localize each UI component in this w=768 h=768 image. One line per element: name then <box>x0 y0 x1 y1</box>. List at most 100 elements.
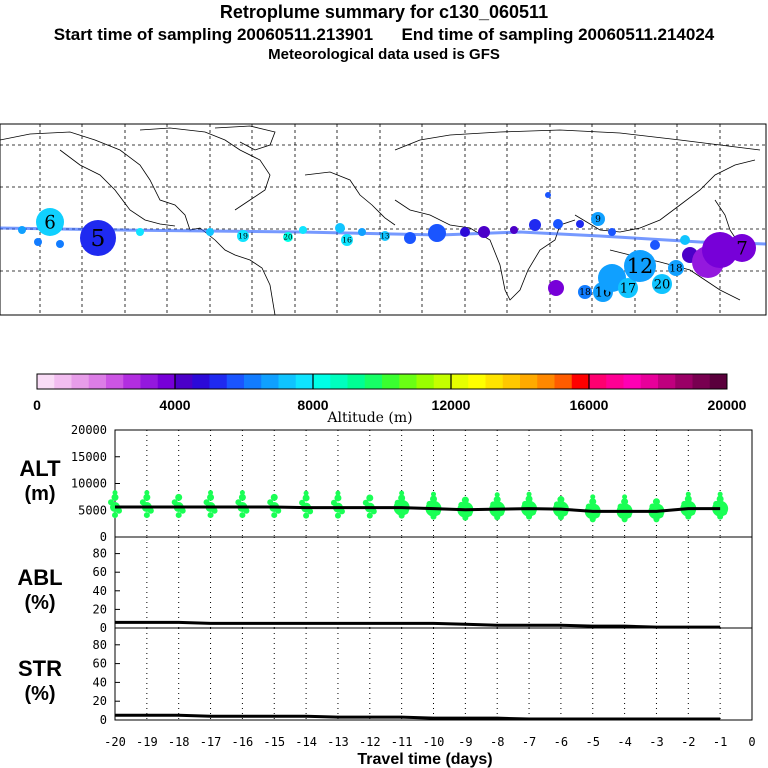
colorbar-cell <box>520 374 538 389</box>
x-tick-label: -3 <box>649 735 663 749</box>
alt-scatter-point <box>362 499 369 506</box>
plume-marker <box>529 219 541 231</box>
alt-scatter-point <box>557 514 564 521</box>
panel-ylabel: ABL <box>17 565 62 590</box>
alt-scatter-point <box>111 493 119 501</box>
alt-scatter-point <box>621 498 629 506</box>
alt-scatter-point <box>493 496 501 504</box>
sampling-times: Start time of sampling 20060511.213901 E… <box>53 25 715 44</box>
x-tick-label: -15 <box>263 735 285 749</box>
plume-marker-label: 16 <box>342 236 352 245</box>
x-tick-label: -4 <box>617 735 631 749</box>
alt-scatter-point <box>657 512 664 519</box>
plume-marker <box>545 192 551 198</box>
alt-scatter-point <box>402 508 409 515</box>
x-tick-label: -18 <box>168 735 190 749</box>
alt-scatter-point <box>147 507 154 514</box>
plume-marker <box>650 240 660 250</box>
alt-scatter-point <box>553 501 560 508</box>
colorbar-tick-label: 8000 <box>297 397 328 413</box>
alt-scatter-point <box>526 513 533 520</box>
alt-scatter-point <box>139 499 146 506</box>
y-tick-label: 20000 <box>71 423 107 437</box>
colorbar-cell <box>675 374 693 389</box>
alt-scatter-point <box>684 495 692 503</box>
panel-yunit: (%) <box>24 592 55 614</box>
alt-scatter-point <box>270 493 278 501</box>
colorbar-cell <box>313 374 331 389</box>
y-tick-label: 80 <box>93 638 107 652</box>
chart-title: Retroplume summary for c130_060511 <box>219 2 549 22</box>
alt-scatter-point <box>717 491 723 497</box>
colorbar-cell <box>623 374 642 389</box>
colorbar-cell <box>278 374 297 389</box>
colorbar-cell <box>209 374 228 389</box>
x-tick-label: -12 <box>359 735 381 749</box>
plume-marker <box>80 220 116 256</box>
alt-scatter-point <box>271 512 278 519</box>
alt-scatter-point <box>585 503 592 510</box>
plume-marker <box>18 226 26 234</box>
colorbar-cell <box>382 374 400 389</box>
colorbar-tick-label: 20000 <box>708 397 747 413</box>
alt-scatter-point <box>525 495 533 503</box>
alt-scatter-point <box>330 499 337 506</box>
colorbar-cell <box>692 374 711 389</box>
colorbar-cell <box>658 374 676 389</box>
colorbar-cell <box>364 374 383 389</box>
plume-marker-label: 6 <box>44 212 56 233</box>
alt-scatter-point <box>303 512 310 519</box>
colorbar-cell <box>261 374 279 389</box>
alt-scatter-point <box>430 513 437 520</box>
plume-marker <box>136 228 144 236</box>
alt-scatter-point <box>239 490 245 496</box>
colorbar-cell <box>71 374 90 389</box>
plume-marker <box>341 234 353 246</box>
y-tick-label: 40 <box>93 584 107 598</box>
colorbar-cell <box>140 374 159 389</box>
plume-marker <box>624 250 656 282</box>
alt-scatter-point <box>243 507 250 514</box>
alt-scatter-point <box>394 499 401 506</box>
alt-scatter-point <box>175 512 182 519</box>
plume-marker <box>668 260 684 276</box>
met-data-line: Meteorological data used is GFS <box>268 46 500 63</box>
alt-scatter-point <box>334 512 341 519</box>
x-tick-label: -8 <box>490 735 504 749</box>
colorbar-cell <box>123 374 141 389</box>
x-tick-label: -2 <box>681 735 695 749</box>
plume-marker <box>578 285 592 299</box>
plume-marker <box>478 226 490 238</box>
alt-scatter-point <box>721 509 728 516</box>
plume-marker <box>358 228 366 236</box>
x-tick-label: -17 <box>200 735 222 749</box>
alt-scatter-point <box>267 499 274 506</box>
alt-scatter-point <box>143 512 150 519</box>
plume-marker <box>380 231 390 241</box>
colorbar-label: Altitude (m) <box>326 410 412 426</box>
panel-ylabel: ALT <box>19 456 61 481</box>
y-tick-label: 20 <box>93 602 107 616</box>
alt-scatter-point <box>307 508 314 515</box>
colorbar-tick-label: 0 <box>33 397 41 413</box>
plume-marker <box>237 230 249 242</box>
alt-scatter-point <box>207 493 215 501</box>
series-line-str <box>115 713 721 721</box>
colorbar-cell <box>175 374 193 389</box>
alt-scatter-point <box>622 494 628 500</box>
alt-scatter-point <box>458 501 465 508</box>
alt-scatter-point <box>335 490 341 496</box>
colorbar-tick-label: 12000 <box>432 397 471 413</box>
alt-scatter-point <box>112 512 118 519</box>
y-tick-label: 15000 <box>71 450 107 464</box>
alt-scatter-point <box>334 494 342 502</box>
colorbar-cell <box>554 374 573 389</box>
alt-scatter-point <box>689 509 696 516</box>
alt-scatter-point <box>494 514 501 521</box>
y-tick-label: 80 <box>93 547 107 561</box>
plume-marker <box>652 274 672 294</box>
alt-scatter-point <box>211 507 218 514</box>
alt-scatter-point <box>593 512 600 519</box>
x-tick-label: 0 <box>748 735 755 749</box>
